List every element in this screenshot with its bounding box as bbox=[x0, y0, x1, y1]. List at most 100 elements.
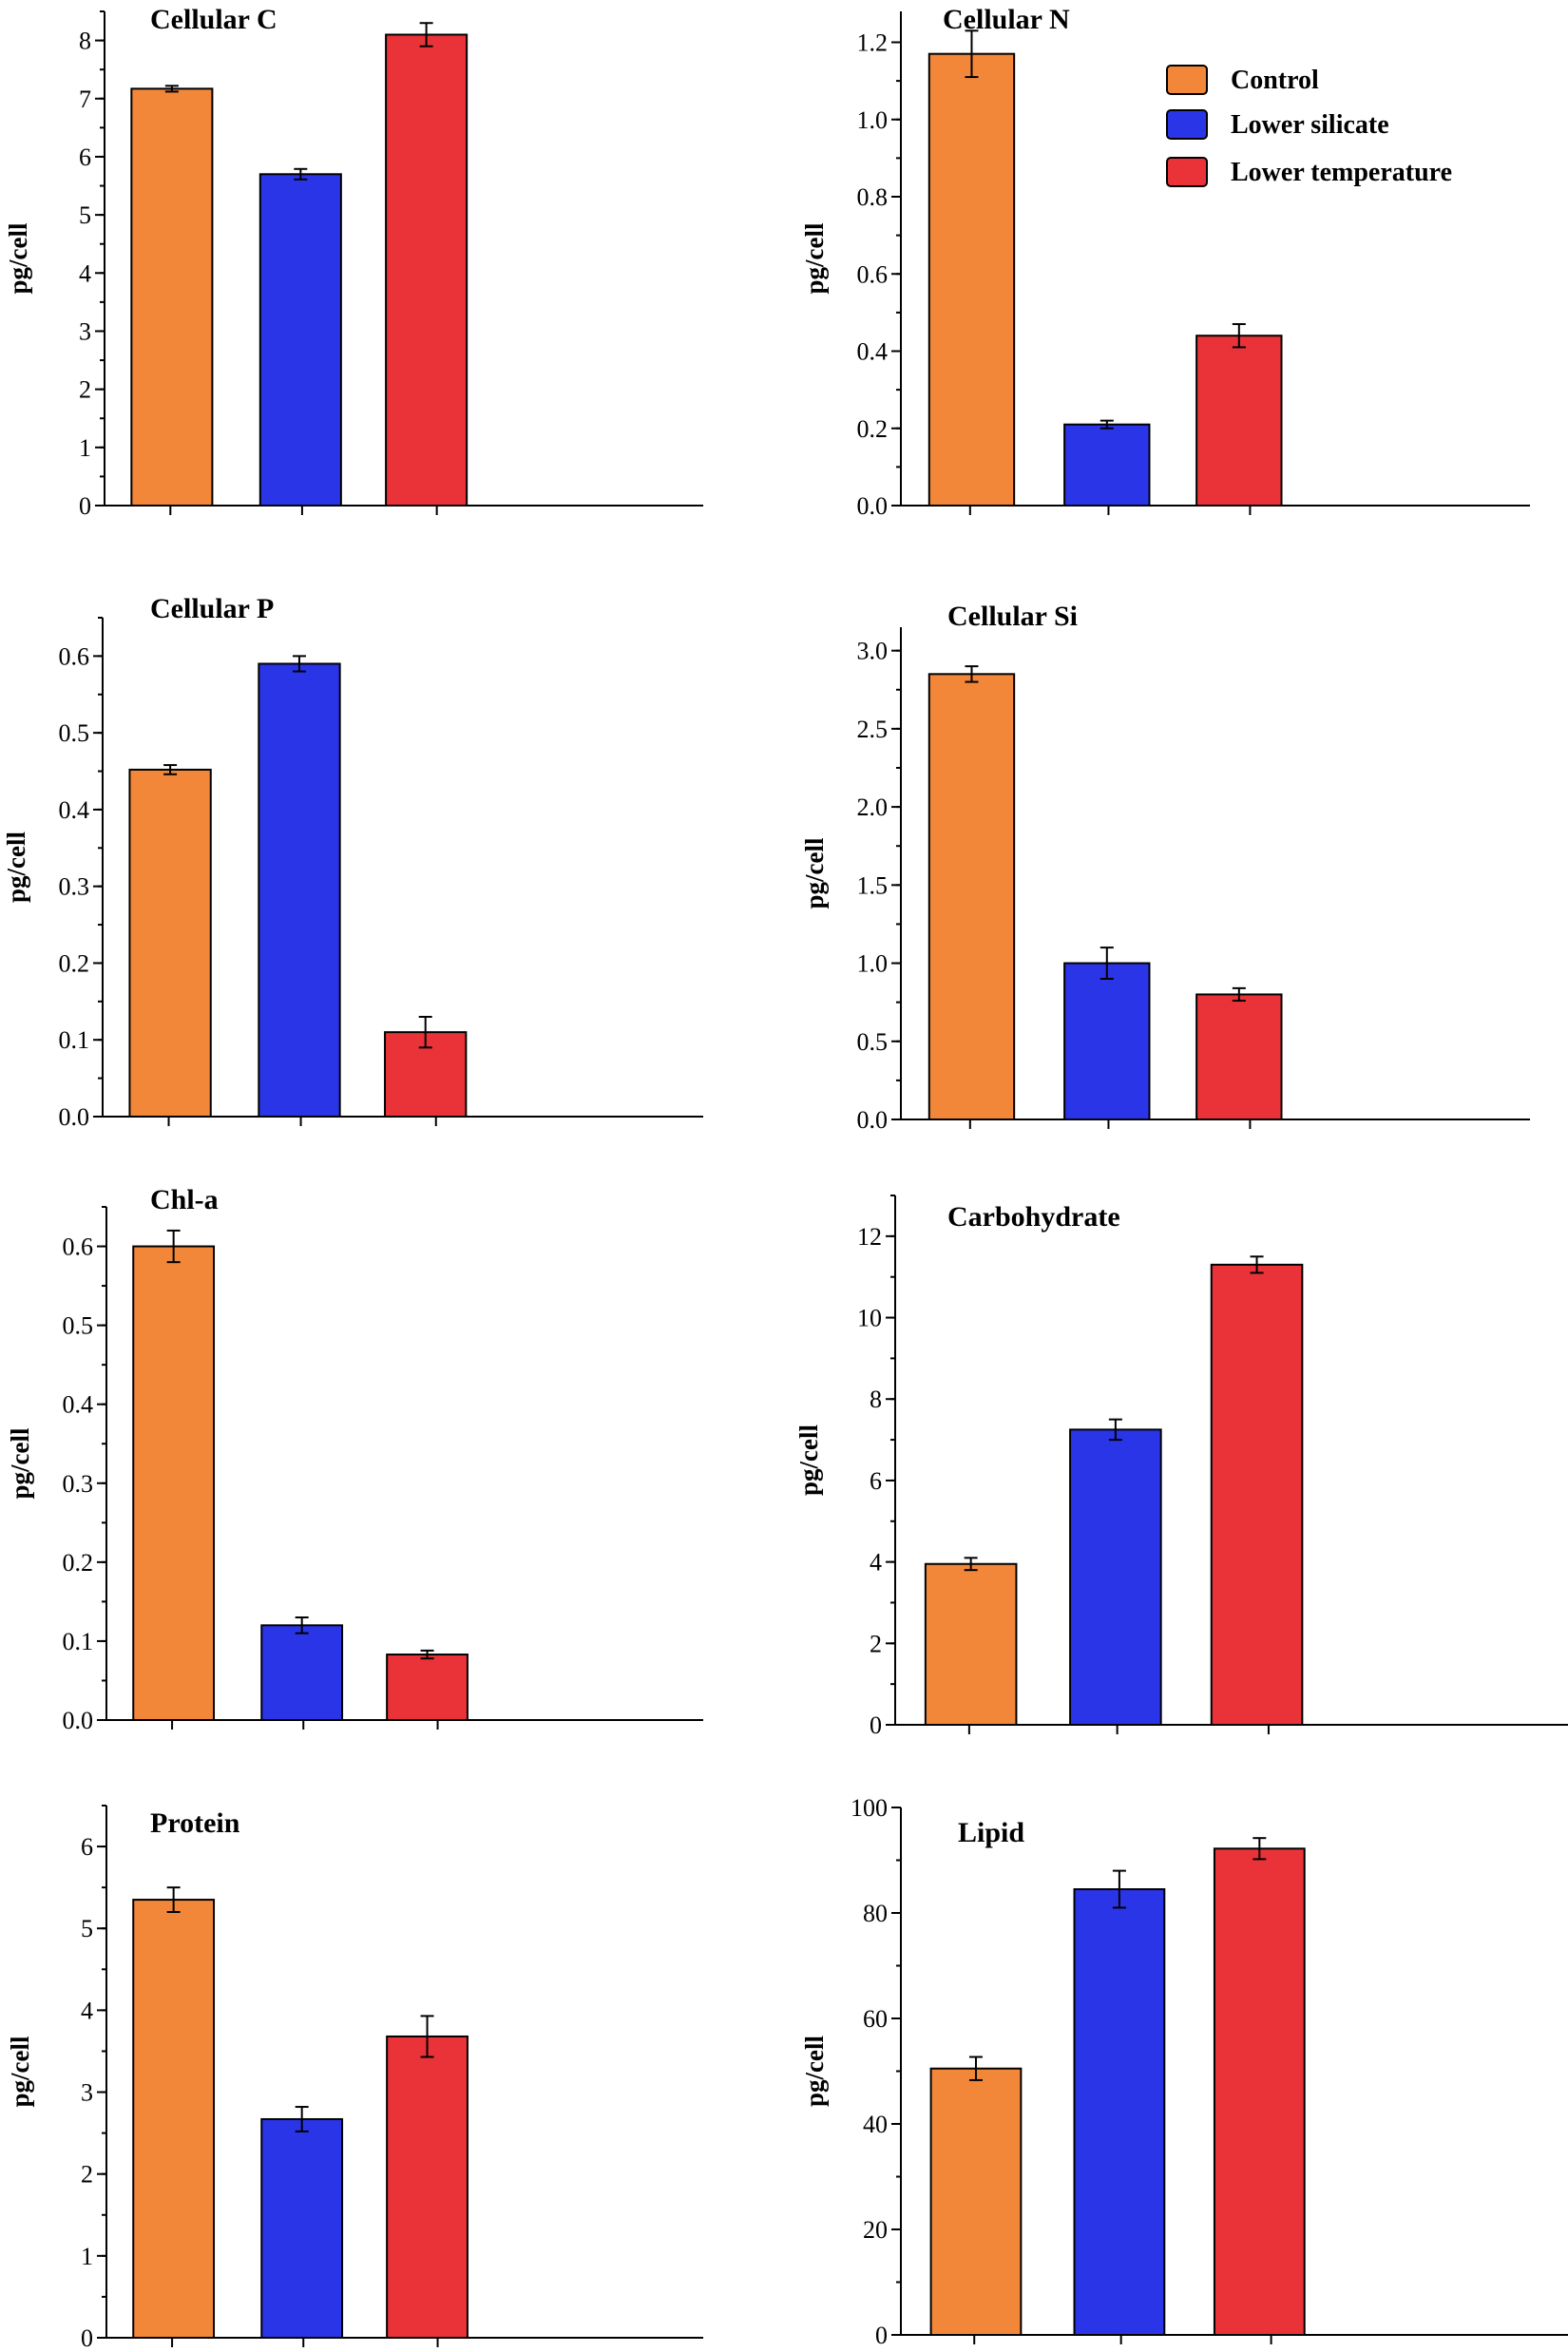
y-tick-label-carbohydrate: 2 bbox=[870, 1630, 882, 1657]
y-tick-label-chl-a: 0.0 bbox=[63, 1707, 94, 1734]
error-bar-chl-a-lower-temperature bbox=[420, 1649, 434, 1660]
y-tick-label-chl-a: 0.2 bbox=[63, 1549, 94, 1577]
y-tick-label-cellular-si: 2.5 bbox=[857, 716, 889, 743]
y-tick-label-chl-a: 0.4 bbox=[63, 1391, 94, 1419]
y-axis-label-protein: pg/cell bbox=[6, 2036, 34, 2107]
error-bar-carbohydrate-lower-silicate bbox=[1108, 1418, 1122, 1442]
y-tick-label-lipid: 0 bbox=[875, 2322, 888, 2349]
y-tick-label-cellular-n: 0.8 bbox=[857, 183, 889, 211]
error-bar-cellular-c-control bbox=[164, 85, 179, 93]
bar-protein-lower-silicate bbox=[260, 2117, 344, 2339]
y-tick-label-cellular-p: 0.6 bbox=[59, 642, 90, 670]
bar-carbohydrate-lower-silicate bbox=[1069, 1428, 1162, 1726]
y-axis-label-cellular-c: pg/cell bbox=[4, 222, 32, 294]
chart-cellular-p: 0.0 0.1 0.2 0.3 0.4 0.5 0.6 Cellular P pg/cell bbox=[2, 593, 703, 1131]
bar-carbohydrate-lower-temperature bbox=[1210, 1263, 1304, 1727]
y-tick-label-cellular-c: 0 bbox=[79, 492, 91, 520]
error-bar-chl-a-lower-silicate bbox=[295, 1616, 309, 1635]
y-tick-label-cellular-n: 0.4 bbox=[857, 338, 889, 366]
chart-title-carbohydrate: Carbohydrate bbox=[947, 1201, 1120, 1233]
bar-cellular-si-control bbox=[927, 673, 1016, 1120]
y-tick-label-carbohydrate: 6 bbox=[870, 1467, 882, 1495]
error-bar-cellular-n-lower-silicate bbox=[1100, 419, 1114, 430]
error-bar-protein-control bbox=[166, 1886, 181, 1913]
bar-cellular-n-lower-temperature bbox=[1195, 335, 1283, 507]
y-tick-label-protein: 2 bbox=[81, 2161, 93, 2189]
error-bar-cellular-si-lower-temperature bbox=[1232, 986, 1246, 1003]
y-tick-label-cellular-c: 7 bbox=[79, 86, 91, 113]
bar-lipid-lower-temperature bbox=[1213, 1847, 1306, 2337]
error-bar-cellular-c-lower-silicate bbox=[294, 167, 308, 181]
error-bar-cellular-p-control bbox=[163, 764, 178, 775]
bar-lipid-lower-silicate bbox=[1073, 1888, 1166, 2337]
bar-cellular-c-control bbox=[130, 87, 214, 507]
legend-swatch-lower-silicate bbox=[1166, 109, 1208, 140]
y-tick-label-carbohydrate: 10 bbox=[857, 1305, 882, 1332]
y-tick-label-cellular-p: 0.1 bbox=[59, 1026, 90, 1054]
y-tick-label-cellular-p: 0.0 bbox=[59, 1103, 90, 1131]
chart-cellular-c: 0 1 2 3 4 5 6 7 8 Cellular C pg/cell bbox=[4, 4, 703, 520]
y-tick-label-carbohydrate: 0 bbox=[870, 1711, 882, 1739]
legend-swatch-lower-temperature bbox=[1166, 157, 1208, 187]
y-tick-label-carbohydrate: 4 bbox=[870, 1549, 882, 1577]
y-tick-label-chl-a: 0.3 bbox=[63, 1470, 94, 1498]
bar-cellular-si-lower-temperature bbox=[1195, 993, 1283, 1121]
y-tick-label-protein: 6 bbox=[81, 1833, 93, 1861]
error-bar-protein-lower-silicate bbox=[295, 2106, 309, 2132]
chart-title-cellular-p: Cellular P bbox=[150, 593, 274, 624]
error-bar-lipid-control bbox=[968, 2056, 983, 2081]
y-axis-label-carbohydrate: pg/cell bbox=[794, 1425, 823, 1496]
chart-carbohydrate: 0 2 4 6 8 10 12 Carbohydrate pg/cell bbox=[794, 1195, 1568, 1739]
bar-lipid-control bbox=[929, 2067, 1023, 2337]
y-tick-label-chl-a: 0.5 bbox=[63, 1312, 94, 1340]
y-tick-label-cellular-c: 6 bbox=[79, 143, 91, 171]
y-tick-label-cellular-p: 0.3 bbox=[59, 873, 90, 901]
y-tick-label-cellular-c: 2 bbox=[79, 376, 91, 404]
legend-swatch-control bbox=[1166, 65, 1208, 95]
bar-cellular-p-control bbox=[128, 768, 212, 1119]
y-tick-label-cellular-n: 0.0 bbox=[857, 492, 889, 520]
y-tick-label-carbohydrate: 8 bbox=[870, 1386, 882, 1413]
chart-cellular-si: 0.0 0.5 1.0 1.5 2.0 2.5 3.0 Cellular Si pg/cell bbox=[800, 601, 1530, 1134]
y-tick-label-chl-a: 0.1 bbox=[63, 1628, 94, 1655]
y-tick-label-protein: 4 bbox=[81, 1997, 93, 2024]
y-tick-label-protein: 5 bbox=[81, 1915, 93, 1942]
chart-lipid: 0 20 40 60 80 100 Lipid pg/cell bbox=[800, 1794, 1568, 2349]
bar-protein-lower-temperature bbox=[386, 2035, 468, 2339]
y-tick-label-cellular-n: 0.2 bbox=[857, 415, 889, 443]
y-axis-label-cellular-si: pg/cell bbox=[800, 837, 829, 908]
y-tick-label-cellular-p: 0.2 bbox=[59, 949, 90, 977]
error-bar-cellular-p-lower-silicate bbox=[292, 655, 306, 673]
y-tick-label-cellular-c: 3 bbox=[79, 317, 91, 345]
error-bar-lipid-lower-silicate bbox=[1112, 1869, 1126, 1909]
chart-title-cellular-n: Cellular N bbox=[943, 4, 1070, 35]
legend-label-lower-silicate: Lower silicate bbox=[1231, 110, 1389, 140]
chart-cellular-n: 0.0 0.2 0.4 0.6 0.8 1.0 1.2 Cellular N pg/cell bbox=[800, 4, 1530, 520]
y-tick-label-cellular-si: 3.0 bbox=[857, 638, 889, 665]
chart-title-lipid: Lipid bbox=[958, 1817, 1024, 1848]
bar-cellular-p-lower-silicate bbox=[258, 662, 341, 1118]
error-bar-carbohydrate-lower-temperature bbox=[1250, 1255, 1264, 1274]
y-tick-label-cellular-n: 1.0 bbox=[857, 106, 889, 134]
chart-protein: 0 1 2 3 4 5 6 Protein pg/cell bbox=[6, 1805, 703, 2352]
y-tick-label-cellular-c: 8 bbox=[79, 28, 91, 55]
chart-title-chl-a: Chl-a bbox=[150, 1184, 219, 1215]
bar-cellular-c-lower-silicate bbox=[258, 173, 342, 507]
y-tick-label-chl-a: 0.6 bbox=[63, 1233, 94, 1261]
y-tick-label-protein: 1 bbox=[81, 2243, 93, 2270]
y-tick-label-lipid: 100 bbox=[851, 1794, 888, 1822]
bar-cellular-n-control bbox=[927, 52, 1016, 507]
bar-chl-a-lower-silicate bbox=[260, 1624, 344, 1722]
chart-title-cellular-si: Cellular Si bbox=[947, 601, 1078, 632]
error-bar-chl-a-control bbox=[166, 1229, 181, 1264]
error-bar-cellular-n-control bbox=[965, 29, 979, 79]
y-tick-label-cellular-si: 1.0 bbox=[857, 950, 889, 978]
y-tick-label-cellular-c: 1 bbox=[79, 434, 91, 462]
legend: Control Lower silicate Lower temperature bbox=[1166, 65, 1452, 187]
y-tick-label-cellular-si: 1.5 bbox=[857, 871, 889, 899]
y-tick-label-cellular-p: 0.4 bbox=[59, 796, 90, 824]
error-bar-cellular-si-control bbox=[965, 665, 979, 683]
chart-title-cellular-c: Cellular C bbox=[150, 4, 277, 35]
y-tick-label-cellular-si: 0.0 bbox=[857, 1106, 889, 1134]
